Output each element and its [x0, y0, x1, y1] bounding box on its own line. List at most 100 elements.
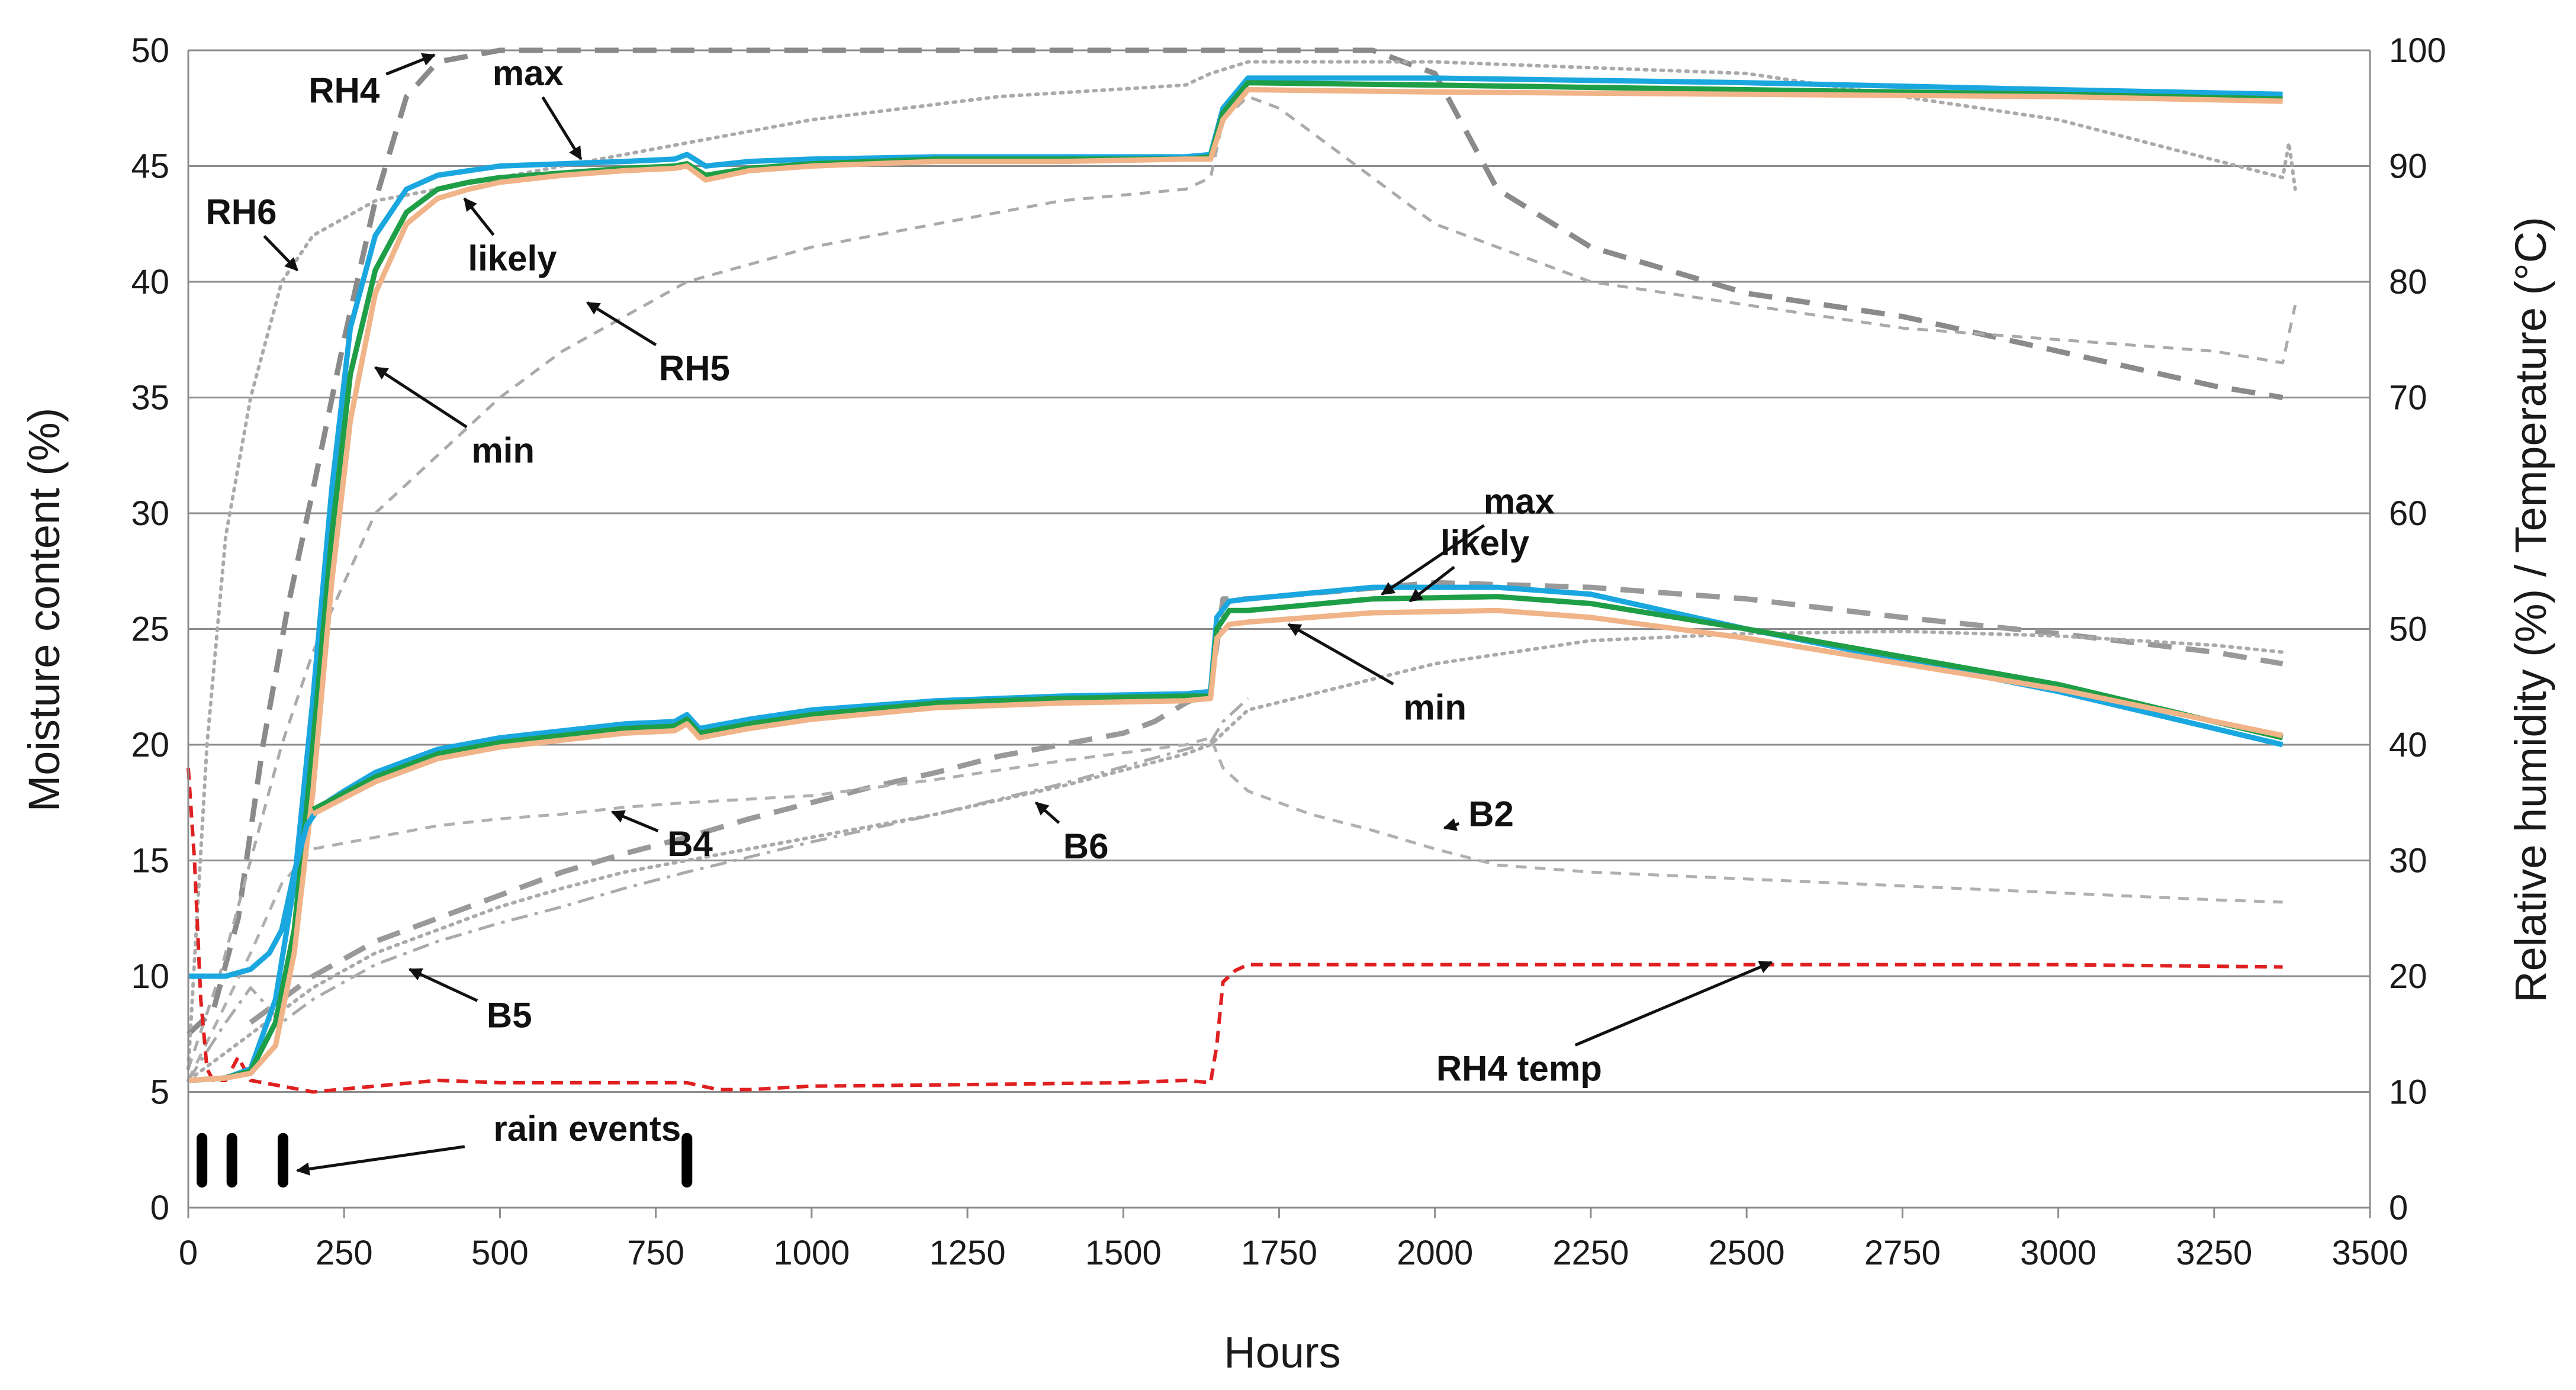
ann-upper-min-arrow: [374, 366, 468, 429]
ann-rh6-arrow: [263, 234, 299, 272]
ann-lower-max-arrow: [1381, 524, 1485, 596]
y-right-tick-label: 100: [2389, 31, 2446, 70]
ann-rh5-arrow: [586, 301, 657, 346]
ann-upper-likely: likely: [463, 197, 557, 278]
ann-b6: B6: [1035, 801, 1109, 866]
y-left-tick-label: 0: [150, 1189, 169, 1227]
x-tick-label: 0: [179, 1234, 198, 1272]
series-line-rh5: [186, 95, 2297, 1070]
y-right-tick-label: 40: [2389, 726, 2427, 764]
series-line-b4: [249, 580, 2284, 1025]
y-right-tick-label: 90: [2389, 147, 2427, 186]
x-tick-label: 2000: [1397, 1234, 1473, 1272]
series-line-rh4-temp: [186, 767, 2283, 1094]
ann-b5-arrow: [408, 968, 478, 1002]
ann-b4-label: B4: [667, 824, 713, 864]
y-left-axis-title: Moisture content (%): [20, 408, 69, 812]
ann-rh4-temp-label: RH4 temp: [1436, 1048, 1602, 1088]
ann-upper-likely-arrow: [463, 197, 495, 236]
ann-rh4-arrow: [385, 53, 436, 76]
ann-b4-arrow: [610, 810, 659, 832]
x-tick-label: 1000: [773, 1234, 850, 1272]
series-line-lower-group-moisture-min: [311, 607, 2284, 817]
ann-rh6: RH6: [205, 192, 299, 272]
y-left-tick-label: 50: [131, 31, 169, 70]
y-right-tick-label: 70: [2389, 379, 2427, 417]
ann-lower-likely: likely: [1408, 523, 1530, 603]
y-right-tick-label: 50: [2389, 610, 2427, 649]
ann-rh5-label: RH5: [659, 349, 730, 388]
x-tick-label: 750: [627, 1234, 684, 1272]
x-tick-label: 2250: [1552, 1234, 1629, 1272]
y-left-tick-label: 15: [131, 842, 169, 880]
series-line-lower-group-moisture-max: [188, 584, 2284, 979]
x-tick-label: 2500: [1709, 1234, 1785, 1272]
ann-rh4-temp-arrow: [1574, 961, 1773, 1047]
ann-lower-max-label: max: [1484, 481, 1555, 521]
ann-b2-label: B2: [1468, 794, 1514, 834]
ann-lower-min-label: min: [1403, 687, 1467, 727]
ann-b6-arrow: [1035, 801, 1060, 824]
x-tick-label: 3250: [2176, 1234, 2252, 1272]
ann-lower-min: min: [1287, 623, 1467, 727]
x-tick-label: 1250: [930, 1234, 1006, 1272]
ann-b5-label: B5: [487, 995, 532, 1035]
series-line-b6: [186, 629, 2285, 1082]
ann-lower-max: max: [1381, 481, 1555, 596]
y-left-tick-label: 40: [131, 263, 169, 301]
series-line-rh4: [186, 47, 2284, 1037]
y-right-tick-label: 60: [2389, 494, 2427, 533]
y-right-tick-label: 20: [2389, 957, 2427, 996]
ann-rh6-label: RH6: [205, 192, 276, 232]
y-left-tick-label: 45: [131, 147, 169, 186]
rain-events-layer: [197, 1132, 693, 1188]
x-tick-label: 250: [316, 1234, 373, 1272]
series-line-upper-group-moisture-likely: [188, 80, 2283, 1083]
ann-rain-events: rain events: [296, 1109, 681, 1176]
ann-rain-events-label: rain events: [493, 1109, 681, 1148]
x-tick-label: 1750: [1241, 1234, 1317, 1272]
ann-upper-likely-label: likely: [468, 239, 557, 278]
ann-rh4-label: RH4: [308, 70, 380, 110]
x-tick-label: 500: [471, 1234, 529, 1272]
ann-b2-arrow: [1443, 818, 1460, 831]
ann-upper-max-arrow: [541, 96, 583, 160]
y-left-tick-label: 25: [131, 610, 169, 649]
ann-b4: B4: [610, 810, 713, 864]
ann-b2: B2: [1443, 794, 1514, 834]
ann-rh4-temp: RH4 temp: [1436, 961, 1773, 1088]
ann-lower-min-arrow: [1287, 623, 1394, 686]
y-right-tick-label: 10: [2389, 1073, 2427, 1112]
ann-rh5: RH5: [586, 301, 730, 388]
y-right-axis-title: Relative humidity (%) / Temperature (°C): [2506, 217, 2555, 1003]
ann-upper-min-label: min: [471, 430, 535, 470]
y-left-tick-label: 30: [131, 494, 169, 533]
ann-upper-min: min: [374, 366, 535, 470]
y-left-tick-label: 5: [150, 1073, 169, 1112]
y-left-tick-label: 10: [131, 957, 169, 996]
gridlines: [188, 49, 2370, 1093]
series-line-upper-group-moisture-max: [188, 75, 2283, 1083]
x-tick-label: 3000: [2020, 1234, 2096, 1272]
x-axis-title: Hours: [1224, 1328, 1340, 1377]
ann-rh4: RH4: [308, 53, 436, 110]
y-right-tick-label: 0: [2389, 1189, 2408, 1227]
series-line-rh6: [186, 60, 2297, 1071]
x-tick-label: 2750: [1864, 1234, 1941, 1272]
x-tick-label: 3500: [2331, 1234, 2408, 1272]
ann-b6-label: B6: [1063, 826, 1109, 866]
ann-rain-events-arrow: [296, 1145, 465, 1176]
x-tick-label: 1500: [1085, 1234, 1162, 1272]
y-left-tick-label: 20: [131, 726, 169, 764]
ann-lower-likely-label: likely: [1440, 523, 1530, 563]
ann-upper-max: max: [493, 53, 583, 160]
ann-upper-max-label: max: [493, 53, 564, 93]
series-line-lower-group-moisture-likely: [311, 594, 2284, 812]
ann-b5: B5: [408, 968, 532, 1035]
y-right-tick-label: 30: [2389, 842, 2427, 880]
series-line-b5: [186, 697, 1249, 1082]
series-layer: [186, 47, 2297, 1094]
y-left-tick-label: 35: [131, 379, 169, 417]
